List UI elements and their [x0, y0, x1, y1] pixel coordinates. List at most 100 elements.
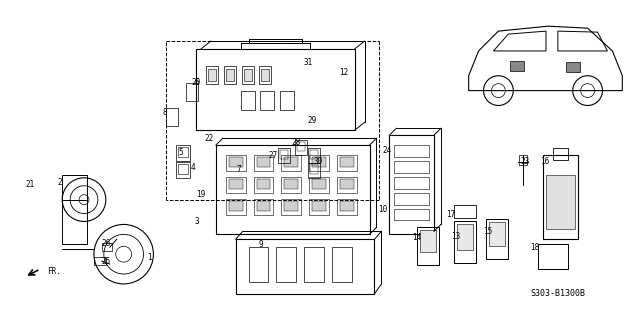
Bar: [208, 69, 216, 81]
Bar: [309, 177, 329, 193]
Bar: [312, 179, 326, 189]
Bar: [241, 91, 255, 110]
Text: 5: 5: [179, 148, 183, 156]
Text: 18: 18: [530, 243, 540, 252]
Text: 13: 13: [451, 232, 461, 241]
Bar: [510, 61, 524, 71]
Bar: [224, 66, 236, 84]
Text: 19: 19: [197, 190, 205, 199]
Bar: [178, 164, 188, 174]
Bar: [282, 177, 301, 193]
Bar: [102, 243, 112, 251]
Bar: [229, 201, 243, 211]
Bar: [332, 247, 352, 282]
Bar: [244, 69, 251, 81]
Text: 25: 25: [101, 257, 110, 266]
Text: 30: 30: [313, 157, 323, 166]
Text: 10: 10: [378, 205, 387, 214]
Bar: [178, 147, 188, 157]
Bar: [236, 239, 374, 294]
Bar: [394, 145, 429, 157]
Text: 14: 14: [413, 233, 421, 242]
Bar: [256, 179, 270, 189]
Bar: [340, 157, 353, 167]
Bar: [457, 224, 472, 250]
Bar: [538, 244, 568, 269]
Text: 23: 23: [520, 157, 530, 166]
Bar: [226, 155, 246, 171]
Bar: [166, 108, 178, 126]
Bar: [216, 145, 370, 234]
Bar: [454, 221, 476, 263]
Bar: [229, 157, 243, 167]
Text: 22: 22: [204, 134, 214, 143]
Bar: [260, 91, 274, 110]
Bar: [519, 155, 527, 165]
Bar: [176, 162, 190, 178]
Text: 6: 6: [195, 78, 199, 87]
Bar: [253, 199, 273, 214]
Text: 1: 1: [147, 253, 152, 262]
Bar: [308, 163, 320, 178]
Bar: [308, 148, 320, 163]
Text: 3: 3: [195, 217, 199, 226]
Bar: [277, 247, 296, 282]
Bar: [229, 179, 243, 189]
Text: 26: 26: [101, 239, 110, 248]
Bar: [394, 193, 429, 204]
Bar: [278, 148, 290, 163]
Bar: [226, 199, 246, 214]
Bar: [261, 69, 270, 81]
Bar: [94, 257, 106, 265]
Bar: [312, 157, 326, 167]
Bar: [486, 220, 508, 259]
Bar: [394, 161, 429, 173]
Bar: [337, 177, 357, 193]
Bar: [282, 155, 301, 171]
Bar: [284, 201, 298, 211]
Text: 7: 7: [236, 165, 241, 174]
Bar: [196, 49, 355, 130]
Text: 8: 8: [162, 108, 166, 117]
Bar: [340, 201, 353, 211]
Text: 2: 2: [58, 178, 62, 187]
Bar: [490, 222, 505, 246]
Bar: [304, 247, 324, 282]
Bar: [340, 179, 353, 189]
Bar: [280, 150, 289, 159]
Bar: [417, 228, 439, 265]
Bar: [309, 155, 329, 171]
Bar: [284, 157, 298, 167]
Bar: [337, 155, 357, 171]
Bar: [242, 66, 253, 84]
Bar: [394, 177, 429, 189]
Bar: [312, 201, 326, 211]
Bar: [284, 179, 298, 189]
Bar: [186, 83, 198, 100]
Bar: [260, 66, 272, 84]
Text: 17: 17: [446, 210, 455, 219]
Bar: [256, 201, 270, 211]
Text: 24: 24: [383, 146, 392, 155]
Bar: [226, 69, 234, 81]
Text: 9: 9: [258, 240, 263, 249]
Text: 28: 28: [292, 138, 301, 147]
Text: 31: 31: [304, 58, 312, 67]
Text: 12: 12: [339, 68, 348, 77]
Bar: [389, 135, 434, 234]
Bar: [309, 199, 329, 214]
Bar: [310, 150, 318, 159]
Text: FR.: FR.: [47, 267, 61, 276]
Bar: [280, 91, 294, 110]
Text: 20: 20: [192, 78, 201, 87]
Bar: [553, 148, 568, 160]
Text: 29: 29: [307, 116, 317, 125]
Bar: [206, 66, 218, 84]
Text: S303-B1300B: S303-B1300B: [530, 289, 585, 298]
Bar: [295, 140, 307, 155]
Bar: [394, 209, 429, 220]
Bar: [297, 142, 305, 151]
Bar: [543, 155, 578, 239]
Text: 15: 15: [483, 227, 492, 236]
Bar: [256, 157, 270, 167]
